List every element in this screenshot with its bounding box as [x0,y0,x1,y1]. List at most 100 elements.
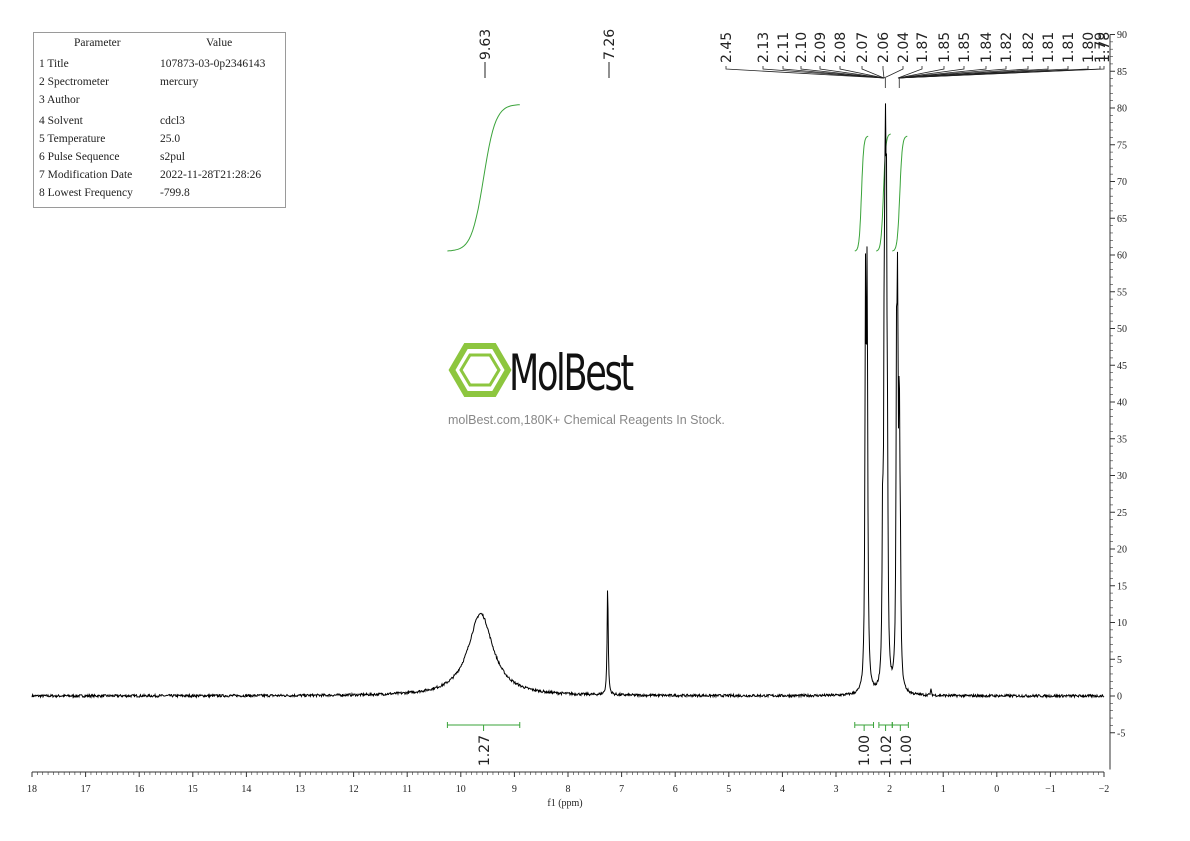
multiplet-label: 2.08 [833,32,849,63]
y-tick-label: 70 [1117,177,1127,188]
multiplet-leader [897,66,965,79]
y-tick-label: 5 [1117,655,1122,666]
parameter-value: s2pul [160,151,185,163]
x-tick-label: 4 [780,784,785,795]
y-tick-label: 90 [1117,30,1127,41]
parameter-label: 8 Lowest Frequency [39,187,133,199]
parameter-label: 7 Modification Date [39,169,133,181]
multiplet-label: 1.80 [1081,32,1097,63]
y-tick-label: -5 [1117,728,1125,739]
multiplet-leader [762,66,885,79]
watermark-tagline: molBest.com,180K+ Chemical Reagents In S… [448,413,725,427]
x-axis-label: f1 (ppm) [547,798,582,809]
integral-curve [447,104,520,252]
x-tick-label: 6 [673,784,678,795]
multiplet-leader [897,66,1007,79]
multiplet-leader [819,66,885,79]
x-tick-label: 11 [402,784,412,795]
parameter-value: 2022-11-28T21:28:26 [160,169,262,181]
multiplet-label: 1.87 [915,32,931,63]
x-tick-label: 2 [887,784,892,795]
y-tick-label: 15 [1117,581,1127,592]
multiplet-label: 1.79 [1093,32,1109,63]
y-tick-label: 10 [1117,618,1127,629]
integration-value: 1.02 [879,735,895,766]
multiplet-label: 1.82 [1021,32,1037,63]
multiplet-label: 2.45 [719,32,735,63]
multiplet-label: 2.07 [855,32,871,63]
multiplet-leader [897,66,945,79]
x-tick-label: 8 [566,784,571,795]
y-tick-label: 65 [1117,214,1127,225]
multiplet-leader [897,66,1105,79]
y-tick-label: 60 [1117,251,1127,262]
x-tick-label: −1 [1045,784,1056,795]
axes-layer: 18 17 16 15 14 13 12 11 10 9 8 7 6 5 4 3 2 1 0 −1 −2-5051015… [27,30,1127,795]
multiplet-label: 1.85 [957,32,973,63]
multiplet-label: 2.06 [876,32,892,63]
x-tick-label: 0 [994,784,999,795]
parameter-column-header: Parameter [74,37,121,49]
multiplet-label: 2.11 [776,32,792,63]
x-tick-label: 5 [726,784,731,795]
parameter-value: 107873-03-0p2346143 [160,58,266,70]
multiplet-leader [897,66,987,79]
x-tick-label: 12 [349,784,359,795]
multiplet-leader [897,66,923,79]
x-tick-label: 14 [241,784,251,795]
peak-labels: 9.63 7.26 2.45 2.13 2.11 2.10 2.09 2.08 2.07 2.06… [478,29,1113,88]
multiplet-leader [782,66,885,79]
multiplet-label: 2.04 [896,32,912,63]
parameter-value: cdcl3 [160,115,185,127]
multiplet-leader [839,66,885,79]
y-tick-label: 25 [1117,508,1127,519]
y-tick-label: 75 [1117,140,1127,151]
y-tick-label: 80 [1117,104,1127,115]
multiplet-label: 2.13 [756,32,772,63]
multiplet-label: 2.09 [813,32,829,63]
peak-label: 9.63 [478,29,494,60]
x-tick-label: 13 [295,784,305,795]
multiplet-label: 1.85 [937,32,953,63]
x-tick-label: 18 [27,784,37,795]
y-tick-label: 55 [1117,287,1127,298]
multiplet-leader [725,66,885,79]
parameter-label: 2 Spectrometer [39,76,109,88]
multiplet-leader [883,66,904,79]
integral-curve [876,133,891,252]
multiplet-label: 2.10 [794,32,810,63]
parameter-value: -799.8 [160,187,190,199]
molbest-hexagon-icon [448,343,512,397]
y-tick-label: 35 [1117,434,1127,445]
integral-curve [892,135,908,252]
y-tick-label: 0 [1117,692,1122,703]
parameter-label: 6 Pulse Sequence [39,151,120,163]
x-tick-label: 10 [456,784,466,795]
integration-region-labels: 1.27 1.00 1.02 1.00 [446,722,915,766]
parameter-value: mercury [160,76,199,88]
watermark-logo [448,340,748,435]
integral-curves [447,104,908,252]
x-tick-label: 7 [619,784,624,795]
parameter-label: 4 Solvent [39,115,83,127]
parameter-value: 25.0 [160,133,181,145]
parameter-label: 1 Title [39,58,69,70]
spectrum-trace [31,103,1105,699]
x-tick-label: 9 [512,784,517,795]
integration-value: 1.27 [477,735,493,766]
multiplet-leader [800,66,885,79]
y-tick-label: 50 [1117,324,1127,335]
multiplet-leader [861,66,885,79]
x-tick-label: 1 [941,784,946,795]
value-column-header: Value [206,37,233,49]
y-tick-label: 85 [1117,67,1127,78]
y-tick-label: 45 [1117,361,1127,372]
watermark-brand: MolBest [509,344,634,402]
x-tick-label: −2 [1099,784,1110,795]
y-tick-label: 40 [1117,398,1127,409]
multiplet-label: 1.78 [1097,32,1113,63]
x-tick-label: 15 [188,784,198,795]
parameter-table: Parameter Value 1 Title 107873-03-0p23461… [33,32,286,208]
parameter-label: 5 Temperature [39,133,106,145]
